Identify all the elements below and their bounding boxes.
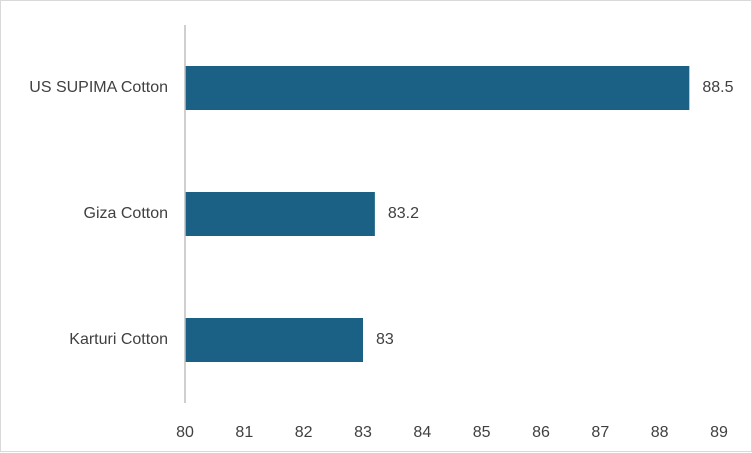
data-label: 88.5	[702, 79, 733, 96]
data-label: 83	[376, 331, 394, 348]
x-tick-label: 83	[354, 424, 372, 441]
category-label: Karturi Cotton	[69, 331, 168, 348]
x-tick-label: 89	[710, 424, 728, 441]
x-tick-label: 85	[473, 424, 491, 441]
category-label: Giza Cotton	[84, 205, 168, 222]
x-tick-label: 86	[532, 424, 550, 441]
bars-layer	[185, 66, 690, 362]
x-axis-tick-labels: 80 81 82 83 84 85 86 87 88 89	[176, 424, 728, 441]
data-labels: 88.5 83.2 83	[376, 79, 734, 348]
x-tick-label: 82	[295, 424, 313, 441]
bar	[185, 192, 375, 236]
x-tick-label: 84	[413, 424, 431, 441]
category-labels: US SUPIMA Cotton Giza Cotton Karturi Cotto…	[29, 79, 168, 348]
bar	[185, 318, 363, 362]
data-label: 83.2	[388, 205, 419, 222]
bar	[185, 66, 690, 110]
x-tick-label: 81	[235, 424, 253, 441]
category-label: US SUPIMA Cotton	[29, 79, 168, 96]
x-tick-label: 88	[651, 424, 669, 441]
x-tick-label: 87	[591, 424, 609, 441]
x-tick-label: 80	[176, 424, 194, 441]
